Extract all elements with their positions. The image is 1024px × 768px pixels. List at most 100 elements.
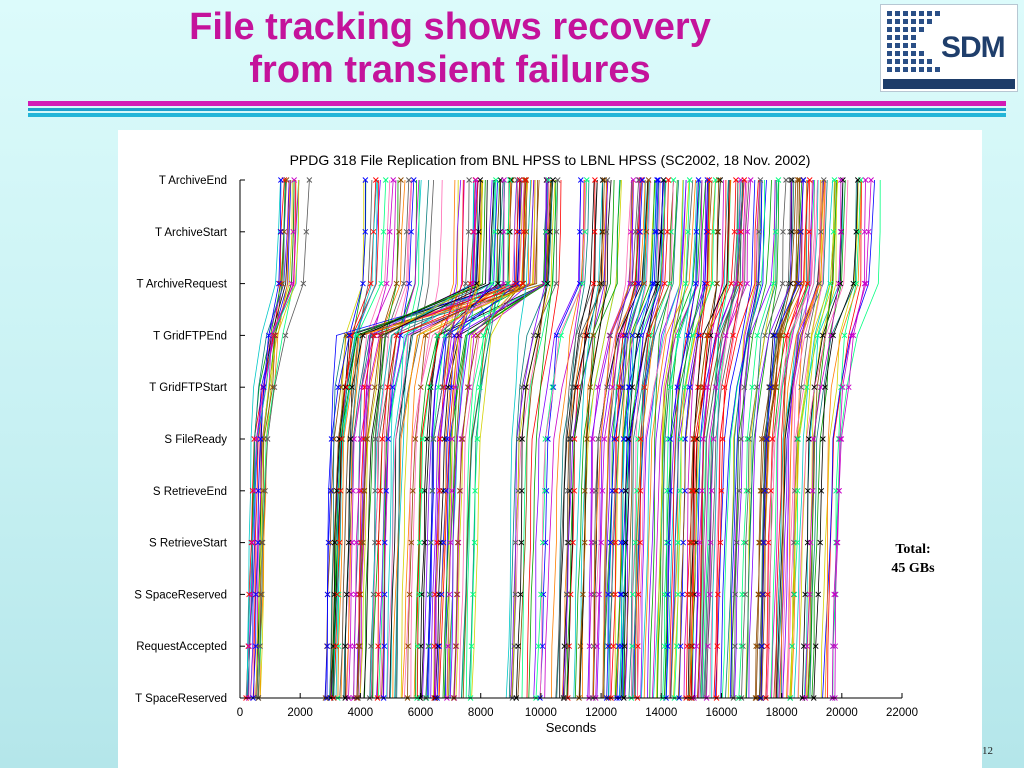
stage-marker [590,332,596,339]
file-trace [426,179,498,699]
stage-marker [704,332,710,339]
stage-marker [248,591,255,598]
stage-marker [641,384,648,391]
stage-marker [440,539,447,546]
stage-marker [714,643,721,650]
file-trace [678,179,713,699]
stage-marker [692,280,699,287]
stage-marker [733,539,740,546]
file-trace [745,179,777,699]
file-trace [561,179,608,699]
stage-marker [745,487,752,494]
stage-marker [386,228,393,235]
stage-marker [418,591,425,598]
x-tick-label: 14000 [645,707,677,719]
stage-marker [622,332,629,339]
stage-marker [794,436,800,442]
stage-marker [639,177,646,183]
stage-marker [687,643,694,650]
y-tick-label: S RetrieveEnd [153,486,227,498]
stage-marker [577,643,584,650]
stage-marker [412,436,419,442]
stage-marker [362,228,369,235]
file-trace [775,179,819,699]
stage-marker [604,384,610,391]
stage-marker [535,643,542,650]
file-trace [392,179,512,699]
stage-marker [704,643,711,650]
stage-marker [257,643,263,650]
stage-marker [416,591,423,598]
stage-marker [768,487,774,494]
stage-marker [545,436,551,442]
stage-marker [563,591,570,598]
file-trace [761,179,797,699]
stage-marker [362,177,369,183]
stage-marker [566,487,573,494]
stage-marker [815,591,822,598]
stage-marker [810,436,817,442]
file-trace [720,179,767,699]
stage-marker [426,384,433,391]
stage-marker [371,332,378,339]
stage-marker [372,177,379,183]
stage-marker [794,539,801,546]
file-trace [637,179,674,699]
stage-marker [452,643,459,650]
stage-marker [471,228,477,235]
stage-marker [456,332,462,339]
stage-marker [757,177,764,183]
stage-marker [360,539,366,546]
stage-marker [477,177,484,183]
stage-marker [356,487,362,494]
stage-marker [283,177,290,183]
file-trace [458,179,525,699]
stage-marker [444,436,451,442]
stage-marker [830,332,836,339]
stage-marker [416,539,423,546]
stage-marker [410,177,417,183]
stage-marker [383,280,390,287]
stage-marker [744,436,751,442]
stage-marker [355,643,362,650]
stage-marker [396,228,402,235]
x-tick-label: 10000 [525,707,557,719]
stage-marker [257,591,264,598]
stage-marker [787,177,794,183]
stage-marker [791,591,798,598]
stage-marker [324,591,331,598]
stage-marker [338,436,345,442]
stage-marker [384,384,391,391]
stage-marker [345,539,352,546]
total-label: Total: [895,542,931,557]
stage-marker [553,280,560,287]
stage-marker [403,228,410,235]
header-rule-cyan-thick [28,113,1006,117]
stage-marker [398,177,404,183]
stage-marker [364,436,371,442]
stage-marker [715,228,721,235]
file-trace [700,179,732,699]
stage-marker [695,177,702,183]
stage-marker [421,539,428,546]
stage-marker [833,539,839,546]
stage-marker [775,177,782,183]
stage-marker [577,177,584,183]
logo-dot-grid [887,11,940,72]
sdm-logo: SDM [880,4,1018,92]
stage-marker [800,177,807,183]
stage-marker [788,228,795,235]
stage-marker [840,177,846,183]
stage-marker [798,384,804,391]
file-trace [246,179,281,699]
stage-marker [367,280,374,287]
stage-marker [260,487,267,494]
stage-marker [438,591,445,598]
file-trace [551,179,585,699]
stage-marker [827,280,834,287]
stage-marker [375,643,381,650]
file-trace [544,179,585,699]
stage-marker [390,177,397,183]
stage-marker [733,280,739,287]
stage-marker [477,384,483,391]
